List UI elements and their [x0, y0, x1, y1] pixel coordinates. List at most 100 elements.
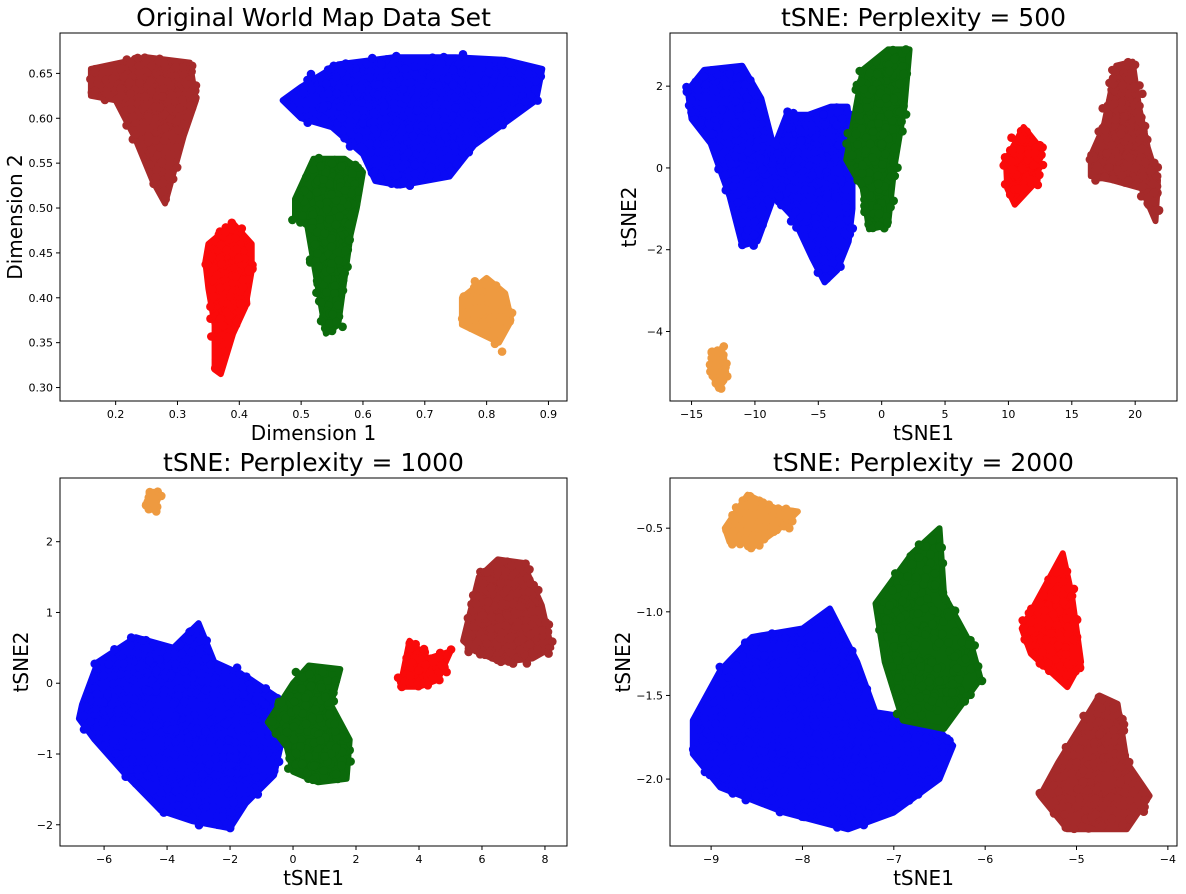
point	[888, 125, 897, 134]
point	[1093, 161, 1102, 171]
point	[187, 61, 197, 71]
point	[902, 732, 912, 742]
point	[865, 139, 875, 149]
point	[811, 717, 820, 727]
point	[347, 95, 356, 104]
point	[92, 663, 102, 673]
point	[706, 732, 715, 742]
point	[821, 120, 830, 130]
point	[514, 560, 523, 569]
point	[1007, 145, 1017, 155]
point	[289, 697, 299, 706]
point	[826, 770, 836, 780]
point	[923, 594, 932, 603]
point	[1140, 795, 1149, 805]
point	[817, 687, 826, 696]
point	[186, 627, 195, 636]
point	[85, 717, 95, 726]
point	[845, 692, 854, 701]
point	[171, 62, 181, 72]
point	[524, 69, 533, 78]
cluster-orange	[457, 275, 517, 349]
point	[314, 153, 324, 163]
point	[1079, 766, 1088, 775]
point	[717, 104, 727, 114]
y-tick-label: 0.60	[29, 112, 54, 125]
point	[230, 263, 239, 273]
point	[712, 121, 721, 131]
point	[231, 704, 240, 714]
point	[353, 70, 362, 80]
x-tick-label: 0.5	[292, 408, 310, 421]
point	[977, 676, 987, 686]
point	[844, 684, 853, 694]
point	[1124, 757, 1134, 767]
point	[244, 265, 254, 275]
point	[714, 164, 723, 174]
point	[888, 662, 897, 671]
point	[725, 741, 735, 751]
point	[487, 612, 496, 622]
point	[379, 101, 389, 111]
point	[1118, 820, 1127, 830]
point	[1108, 74, 1118, 83]
point	[834, 140, 844, 150]
point	[307, 85, 316, 95]
point	[858, 160, 867, 170]
point	[331, 743, 341, 753]
point	[1130, 60, 1140, 70]
point	[521, 97, 531, 106]
point	[756, 101, 765, 111]
point	[778, 756, 788, 766]
point	[137, 720, 147, 729]
point	[317, 683, 326, 692]
point	[354, 187, 363, 196]
point	[924, 775, 934, 784]
point	[231, 272, 241, 281]
point	[1115, 750, 1125, 760]
point	[721, 752, 730, 762]
point	[322, 205, 332, 214]
point	[152, 708, 162, 717]
point	[819, 245, 828, 255]
point	[469, 642, 479, 651]
point	[772, 706, 781, 716]
x-tick-label: 0.2	[107, 408, 125, 421]
point	[824, 709, 834, 718]
point	[147, 86, 156, 96]
point	[177, 649, 187, 659]
y-axis-label: Dimension 2	[3, 154, 27, 279]
point	[889, 158, 898, 167]
scatter-points	[688, 491, 1153, 834]
point	[232, 317, 242, 327]
x-tick-label: 0.4	[231, 408, 249, 421]
point	[1063, 782, 1072, 792]
point	[1133, 107, 1143, 117]
point	[168, 700, 178, 709]
point	[318, 667, 328, 677]
point	[319, 101, 329, 111]
point	[833, 108, 843, 117]
point	[323, 676, 333, 685]
point	[198, 770, 208, 779]
point	[811, 220, 821, 229]
point	[332, 317, 341, 327]
point	[128, 755, 137, 764]
point	[1149, 188, 1159, 197]
point	[330, 719, 339, 729]
point	[493, 655, 502, 665]
point	[79, 711, 89, 721]
point	[163, 748, 172, 758]
point	[338, 770, 348, 780]
point	[496, 56, 506, 66]
point	[1131, 162, 1141, 172]
point	[881, 615, 890, 625]
point	[501, 567, 511, 577]
y-tick-label: 0.55	[29, 157, 54, 170]
point	[790, 176, 800, 185]
point	[1153, 205, 1162, 215]
point	[1107, 814, 1117, 824]
point	[855, 104, 865, 114]
point	[808, 171, 817, 180]
